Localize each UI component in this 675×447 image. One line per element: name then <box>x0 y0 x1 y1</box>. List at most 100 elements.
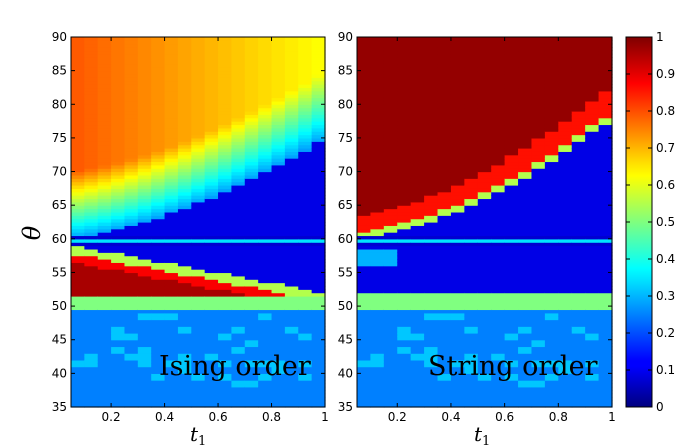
string-heatmap-cell <box>518 94 533 99</box>
ising-heatmap-cell <box>97 174 112 179</box>
ising-heatmap-cell <box>298 222 313 226</box>
string-heatmap-cell <box>464 329 479 334</box>
string-heatmap-cell <box>410 343 425 348</box>
ising-heatmap-cell <box>111 148 126 152</box>
ising-heatmap-cell <box>97 272 112 277</box>
ising-heatmap-cell <box>244 94 259 99</box>
string-heatmap-cell <box>397 137 412 142</box>
string-heatmap-cell <box>571 353 586 358</box>
ising-heatmap-cell <box>111 285 126 290</box>
ising-x-axis-label: t1 <box>190 422 206 447</box>
ising-heatmap-cell <box>218 185 233 189</box>
colorbar-tick-label: 0.5 <box>656 215 675 229</box>
ising-heatmap-cell <box>164 269 179 274</box>
string-heatmap-cell <box>518 265 533 270</box>
string-heatmap-cell <box>410 208 425 213</box>
ising-heatmap-cell <box>124 211 139 216</box>
string-heatmap-cell <box>531 299 546 304</box>
string-x-axis-label: t1 <box>474 422 490 447</box>
ising-heatmap-cell <box>177 242 192 247</box>
ising-heatmap-cell <box>284 154 299 159</box>
string-heatmap-cell <box>491 215 506 220</box>
ising-heatmap-cell <box>137 339 152 344</box>
string-heatmap-cell <box>437 312 452 317</box>
string-heatmap-cell <box>544 67 559 72</box>
ising-heatmap-cell <box>124 265 139 270</box>
ising-heatmap-cell <box>164 306 179 311</box>
string-heatmap-cell <box>397 60 412 65</box>
ising-heatmap-cell <box>311 195 326 200</box>
ising-heatmap-cell <box>191 208 206 213</box>
ising-heatmap-cell <box>71 329 85 334</box>
ising-heatmap-cell <box>111 124 126 129</box>
ising-heatmap-cell <box>244 403 259 408</box>
string-heatmap-cell <box>477 174 492 179</box>
string-heatmap-cell <box>450 111 465 115</box>
string-heatmap-cell <box>424 161 439 166</box>
ising-heatmap-cell <box>204 343 219 348</box>
ising-heatmap-cell <box>164 154 179 159</box>
string-heatmap-cell <box>437 346 452 351</box>
string-heatmap-cell <box>544 127 559 132</box>
ising-heatmap-cell <box>177 154 192 159</box>
ising-heatmap-cell <box>177 363 192 368</box>
ising-heatmap-cell <box>124 215 139 220</box>
string-heatmap-cell <box>571 272 586 277</box>
string-heatmap-cell <box>370 336 385 341</box>
string-heatmap-cell <box>598 195 613 200</box>
string-heatmap-cell <box>504 185 519 189</box>
ising-heatmap-cell <box>271 326 286 331</box>
string-heatmap-cell <box>410 141 425 146</box>
string-heatmap-cell <box>410 164 425 169</box>
string-heatmap-cell <box>397 198 412 203</box>
ising-heatmap-cell <box>298 198 313 203</box>
string-heatmap-cell <box>544 168 559 173</box>
ising-heatmap-cell <box>218 208 233 213</box>
string-heatmap-cell <box>571 87 586 92</box>
ising-heatmap-cell <box>258 326 273 331</box>
string-heatmap-cell <box>544 87 559 92</box>
ising-heatmap-cell <box>191 188 206 193</box>
string-heatmap-cell <box>558 282 573 287</box>
ising-heatmap-cell <box>151 228 166 233</box>
ising-heatmap-cell <box>244 322 259 327</box>
ising-heatmap-cell <box>177 282 192 287</box>
string-heatmap-cell <box>450 114 465 119</box>
string-heatmap-cell <box>491 188 506 193</box>
ising-heatmap-cell <box>84 259 99 263</box>
string-heatmap-cell <box>585 370 600 374</box>
string-heatmap-cell <box>504 232 519 237</box>
string-heatmap-cell <box>370 67 385 72</box>
ising-heatmap-cell <box>111 262 126 267</box>
string-heatmap-cell <box>491 57 506 62</box>
string-heatmap-cell <box>410 346 425 351</box>
string-heatmap-cell <box>531 191 546 196</box>
string-heatmap-cell <box>531 259 546 263</box>
ising-heatmap-cell <box>97 154 112 159</box>
string-heatmap-cell <box>410 299 425 304</box>
ising-heatmap-cell <box>258 359 273 364</box>
string-heatmap-cell <box>357 137 372 142</box>
ising-heatmap-cell <box>271 380 286 385</box>
string-heatmap-cell <box>464 100 479 105</box>
string-heatmap-cell <box>424 353 439 358</box>
ising-heatmap-cell <box>271 90 286 95</box>
ising-heatmap-cell <box>311 285 326 290</box>
ising-heatmap-cell <box>204 390 219 395</box>
ising-heatmap-cell <box>124 396 139 401</box>
string-heatmap-cell <box>437 131 452 136</box>
string-heatmap-cell <box>450 37 465 41</box>
string-heatmap-cell <box>424 188 439 193</box>
string-heatmap-cell <box>544 40 559 45</box>
ising-heatmap-cell <box>284 302 299 307</box>
string-heatmap-cell <box>491 127 506 132</box>
string-heatmap-cell <box>477 279 492 284</box>
ising-heatmap-cell <box>137 80 152 85</box>
string-heatmap-cell <box>397 248 412 253</box>
string-heatmap-cell <box>397 40 412 45</box>
string-heatmap-cell <box>504 43 519 48</box>
string-heatmap-cell <box>450 40 465 45</box>
string-heatmap-cell <box>410 74 425 78</box>
string-heatmap-cell <box>410 339 425 344</box>
string-heatmap-cell <box>571 292 586 297</box>
